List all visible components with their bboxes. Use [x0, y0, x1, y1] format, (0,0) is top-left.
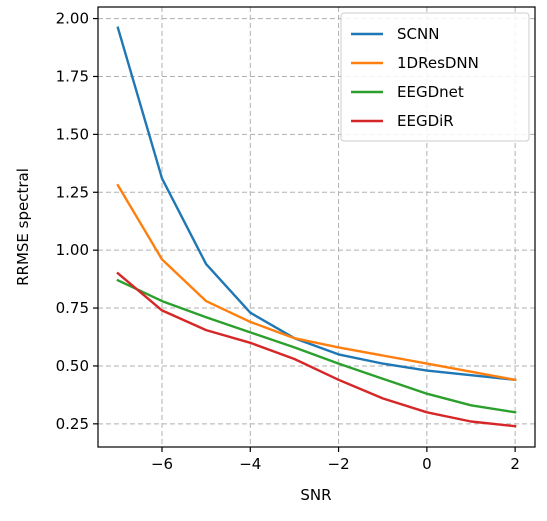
legend-label: 1DResDNN [397, 54, 479, 72]
x-axis-ticks: −6 −4 −2 0 2 [151, 447, 520, 473]
plot-frame [97, 6, 536, 448]
legend-label: EEGDiR [397, 112, 454, 130]
series-line-eegdir [116, 271, 517, 428]
y-tick-label: 0.25 [56, 415, 89, 433]
series-lines [116, 26, 517, 428]
y-axis-label: RRMSE spectral [14, 168, 32, 286]
x-tick-label: −6 [151, 455, 173, 473]
y-tick-label: 0.50 [56, 357, 89, 375]
y-tick-label: 1.75 [56, 67, 89, 85]
y-axis-ticks: 0.25 0.50 0.75 1.00 1.25 1.50 1.75 2.00 [56, 10, 98, 433]
series-line-eegdnet [116, 278, 517, 414]
y-tick-label: 2.00 [56, 10, 89, 28]
x-tick-label: −4 [239, 455, 261, 473]
series-line-scnn [116, 26, 517, 382]
x-tick-label: 2 [510, 455, 520, 473]
legend: SCNN 1DResDNN EEGDnet EEGDiR [340, 12, 530, 142]
legend-box [340, 12, 530, 142]
series-line-1dresdnn [116, 183, 517, 382]
y-tick-label: 1.00 [56, 241, 89, 259]
x-axis-label: SNR [300, 486, 331, 504]
legend-label: SCNN [397, 25, 439, 43]
y-tick-label: 1.50 [56, 125, 89, 143]
y-tick-label: 1.25 [56, 183, 89, 201]
x-tick-label: 0 [422, 455, 432, 473]
legend-label: EEGDnet [397, 83, 464, 101]
x-tick-label: −2 [328, 455, 350, 473]
y-tick-label: 0.75 [56, 299, 89, 317]
